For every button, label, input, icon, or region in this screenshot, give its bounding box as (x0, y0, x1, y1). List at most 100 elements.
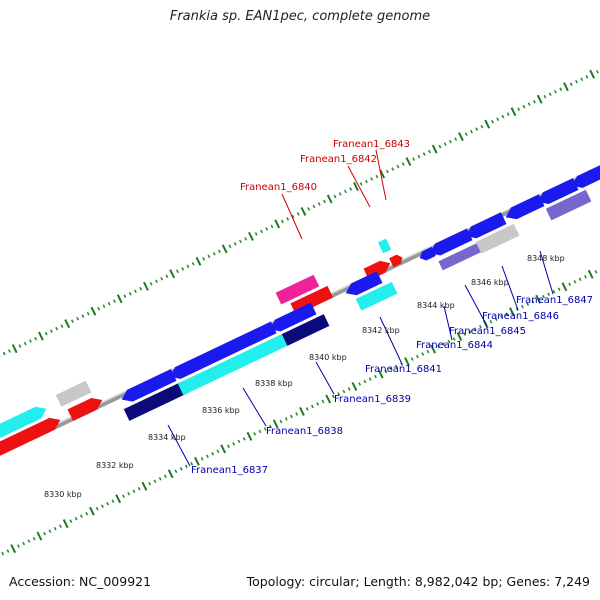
lower-tick-track-mark (36, 531, 43, 541)
upper-tick-track-mark (543, 94, 547, 99)
lower-tick-track-mark (526, 302, 530, 306)
upper-tick-track-mark (580, 77, 584, 82)
lower-tick-track-mark (368, 377, 372, 381)
upper-tick-track-mark (575, 79, 578, 84)
upper-tick-track-mark (307, 207, 311, 211)
upper-tick-track-mark (353, 182, 359, 191)
gene-label-franean1-6838: Franean1_6838 (266, 426, 343, 437)
lower-tick-track-mark (473, 327, 477, 331)
upper-tick-track-mark (11, 344, 18, 354)
upper-tick-track-mark (38, 331, 44, 341)
gene-label-franean1-6843: Franean1_6843 (333, 139, 410, 150)
lower-tick-track-mark (552, 289, 556, 294)
upper-tick-track-mark (2, 351, 6, 356)
label-leader-lines (167, 149, 554, 467)
gene-block-navy (123, 381, 189, 421)
lower-tick-track-mark (421, 352, 425, 356)
leader-line (242, 387, 267, 427)
upper-tick-track-mark (64, 319, 71, 329)
lower-tick-track-mark (426, 349, 430, 354)
gene-block-red (389, 254, 403, 268)
upper-tick-track-mark (365, 179, 368, 184)
upper-tick-track-mark (29, 339, 32, 343)
tick-label-8340-kbp: 8340 kbp (309, 353, 347, 362)
lower-tick-track-mark (79, 514, 83, 518)
lower-tick-track-mark (27, 539, 31, 543)
lower-tick-track-mark (237, 439, 241, 444)
lower-tick-track-mark (299, 406, 305, 416)
lower-tick-track-mark (43, 531, 47, 536)
upper-tick-track-mark (428, 149, 431, 154)
lower-tick-track-mark (89, 506, 95, 516)
gene-block-cyan (0, 406, 47, 439)
leader-line (464, 284, 488, 327)
upper-tick-track-mark (506, 112, 510, 116)
lower-tick-track-mark (430, 344, 437, 354)
upper-tick-track-mark (265, 227, 269, 231)
lower-tick-track-mark (184, 464, 188, 469)
gene-label-franean1-6844: Franean1_6844 (416, 340, 493, 351)
lower-tick-track-mark (211, 452, 215, 456)
gene-labels: Franean1_6843 Franean1_6842 Franean1_6840 F… (191, 139, 593, 476)
upper-tick-track-mark (405, 157, 412, 167)
gene-block-cyan (177, 332, 292, 396)
upper-tick-track-mark (386, 169, 389, 174)
upper-tick-track-mark (475, 127, 479, 131)
leader-line (379, 316, 403, 365)
upper-tick-track-mark (143, 281, 149, 291)
upper-tick-track-mark (431, 144, 438, 154)
lower-tick-track-mark (363, 379, 367, 384)
upper-tick-track-mark (202, 257, 206, 261)
lower-tick-track-mark (253, 432, 257, 436)
upper-tick-track-mark (480, 124, 484, 129)
lower-tick-track-mark (561, 282, 568, 292)
leader-line (539, 250, 554, 295)
upper-tick-track-mark (596, 69, 599, 74)
lower-tick-track-mark (587, 269, 594, 279)
gene-block-red (67, 397, 103, 422)
upper-tick-track-mark (589, 69, 596, 79)
lower-tick-track-mark (1, 551, 5, 556)
upper-tick-track-mark (139, 286, 143, 291)
lower-tick-track-mark (415, 354, 419, 359)
upper-tick-track-mark (107, 301, 111, 306)
upper-tick-track-mark (536, 94, 543, 104)
lower-tick-track-mark (384, 369, 388, 374)
upper-tick-track-mark (496, 117, 500, 121)
gene-label-franean1-6837: Franean1_6837 (191, 465, 268, 476)
upper-tick-track-mark (470, 129, 473, 134)
lower-tick-track-mark (106, 501, 110, 506)
lower-tick-track-mark (578, 277, 582, 282)
lower-tick-track-mark (494, 317, 498, 321)
gene-block-blue (169, 321, 277, 379)
upper-tick-track-mark (359, 182, 363, 186)
lower-tick-track-mark (6, 549, 10, 553)
lower-tick-track-mark (547, 292, 551, 297)
upper-tick-track-mark (155, 279, 158, 284)
gene-label-franean1-6847: Franean1_6847 (516, 295, 593, 306)
upper-tick-track-mark (191, 262, 195, 266)
upper-tick-track-mark (207, 254, 211, 259)
upper-tick-track-mark (375, 174, 379, 179)
lower-tick-track-mark (389, 367, 393, 371)
upper-tick-track-mark (438, 144, 442, 149)
upper-tick-track-mark (291, 214, 295, 219)
upper-tick-track-mark (244, 237, 248, 241)
lower-tick-track-mark (468, 329, 472, 334)
upper-tick-track-mark (165, 274, 169, 279)
upper-tick-track-mark (195, 256, 202, 266)
leader-line (315, 361, 335, 395)
gene-block-blue (465, 212, 507, 239)
tick-label-8342-kbp: 8342 kbp (362, 326, 400, 335)
upper-tick-track-mark (300, 206, 307, 216)
lower-tick-track-mark (594, 269, 598, 274)
tick-label-8334-kbp: 8334 kbp (148, 433, 186, 442)
lower-tick-track-mark (295, 412, 299, 416)
upper-tick-track-mark (522, 104, 526, 109)
gene-label-franean1-6840: Franean1_6840 (240, 182, 317, 193)
upper-tick-track-mark (344, 189, 347, 194)
lower-tick-track-mark (58, 524, 62, 528)
lower-tick-track-mark (284, 417, 288, 421)
upper-tick-track-mark (248, 231, 254, 241)
upper-tick-track-mark (569, 82, 573, 87)
